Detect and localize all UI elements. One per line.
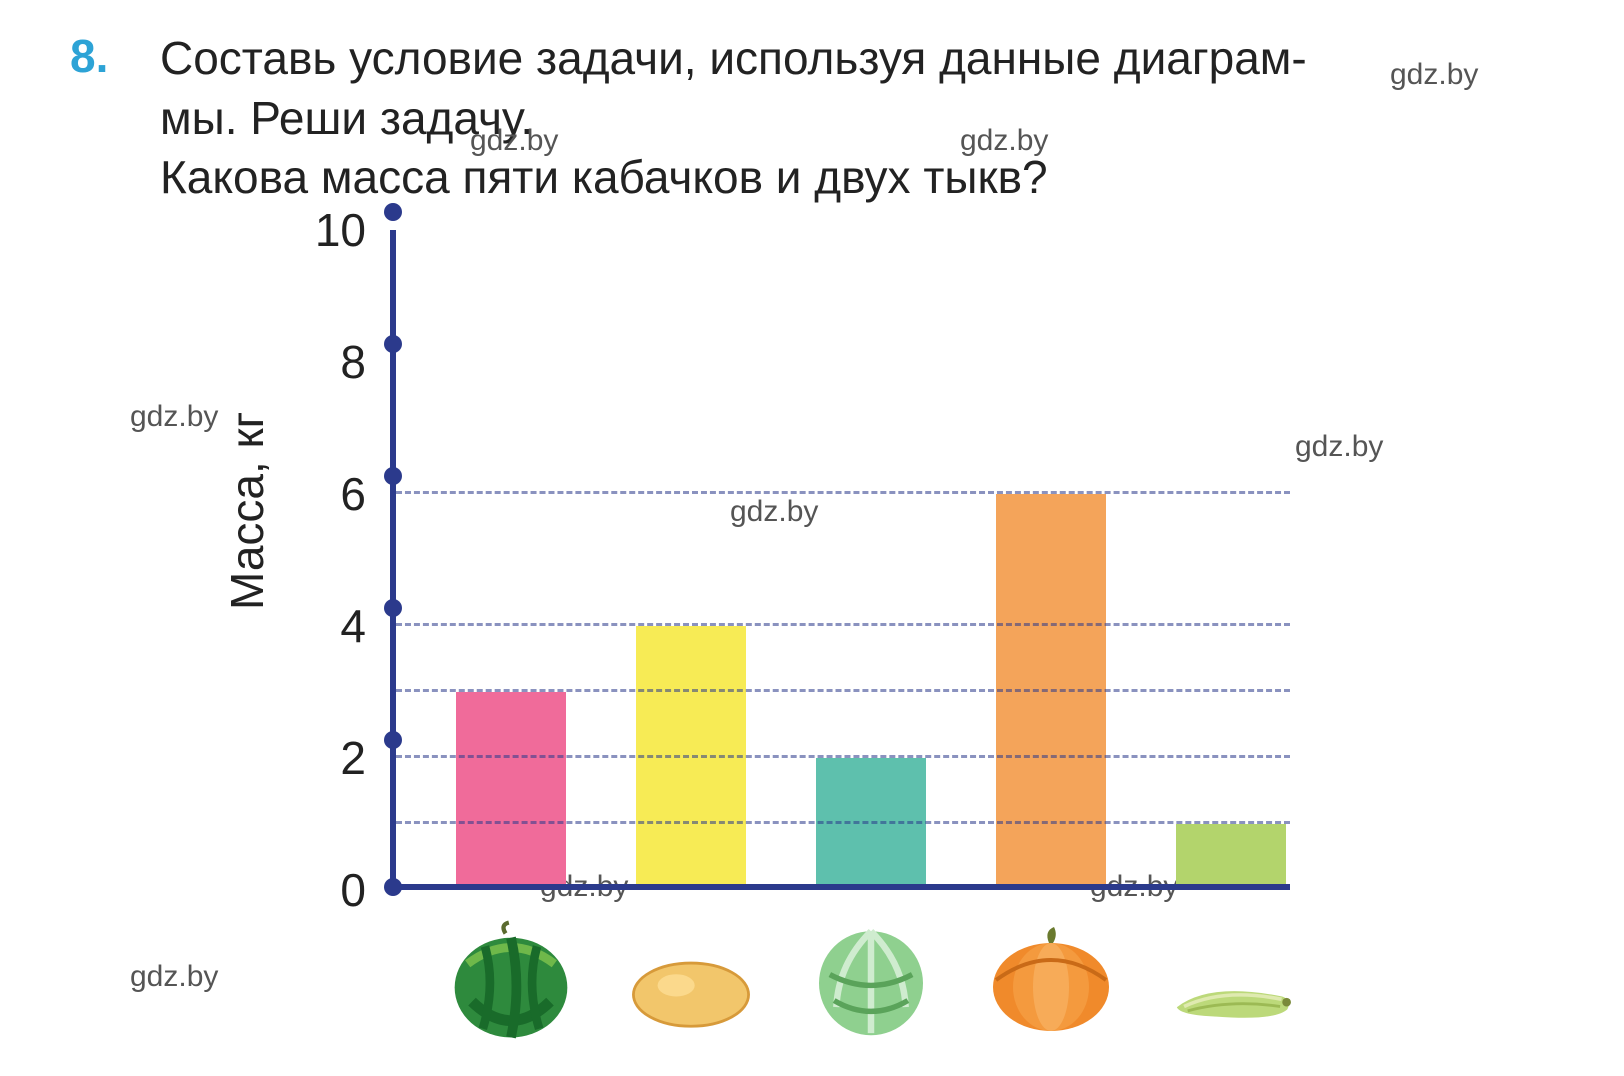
bar-watermelon [456, 692, 566, 884]
gridline [396, 623, 1290, 626]
task-line-3: Какова масса пяти кабачков и двух тыкв? [160, 149, 1307, 207]
bars-group [396, 230, 1290, 884]
cabbage-icon [806, 920, 936, 1040]
y-tick-dot [384, 599, 402, 617]
gridline [396, 491, 1290, 494]
y-tick-label: 6 [340, 467, 366, 521]
y-tick-label: 0 [340, 863, 366, 917]
task-block: 8. Составь условие задачи, используя дан… [70, 30, 1564, 209]
category-icons-row [396, 900, 1290, 1040]
gridline [396, 755, 1290, 758]
y-axis-label: Масса, кг [220, 412, 274, 610]
task-line-1: Составь условие задачи, используя данные… [160, 30, 1307, 88]
zucchini-icon [1166, 920, 1296, 1040]
x-axis [390, 884, 1290, 890]
watermark: gdz.by [130, 400, 218, 434]
task-text: Составь условие задачи, используя данные… [160, 30, 1307, 209]
mass-bar-chart: Масса, кг 0246810 [260, 230, 1320, 1050]
y-tick-label: 2 [340, 731, 366, 785]
y-tick-dot [384, 731, 402, 749]
y-tick-label: 10 [315, 203, 366, 257]
page: 8. Составь условие задачи, используя дан… [0, 0, 1624, 1076]
watermelon-icon [446, 920, 576, 1040]
gridline [396, 689, 1290, 692]
melon-icon [626, 920, 756, 1040]
y-tick-label: 8 [340, 335, 366, 389]
y-tick-dot [384, 203, 402, 221]
plot-area: 0246810 [390, 230, 1290, 890]
y-tick-dot [384, 335, 402, 353]
y-tick-label: 4 [340, 599, 366, 653]
bar-zucchini [1176, 824, 1286, 884]
pumpkin-icon [986, 920, 1116, 1040]
task-line-2: мы. Реши задачу. [160, 90, 1307, 148]
task-number: 8. [70, 30, 160, 83]
gridline [396, 821, 1290, 824]
y-tick-dot [384, 467, 402, 485]
watermark: gdz.by [130, 960, 218, 994]
